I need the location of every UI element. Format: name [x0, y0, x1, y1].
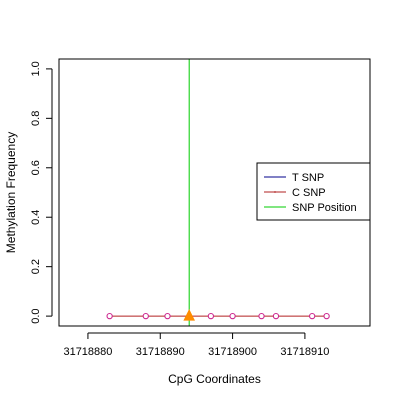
c-snp-point — [323, 312, 330, 320]
legend-swatch-dot — [274, 191, 276, 193]
c-snp-point — [258, 312, 265, 320]
c-snp-point — [106, 312, 113, 320]
legend-label: SNP Position — [292, 202, 357, 214]
x-tick-label: 31718880 — [63, 346, 112, 358]
y-tick-label: 1.0 — [30, 61, 42, 76]
c-snp-point — [272, 312, 280, 320]
y-tick-label: 0.4 — [30, 210, 42, 225]
y-tick-label: 0.0 — [30, 308, 42, 323]
c-snp-point — [142, 312, 149, 320]
c-snp-point — [308, 312, 316, 320]
x-tick-label: 31718910 — [280, 346, 329, 358]
c-snp-point — [207, 312, 215, 320]
snp-marker-triangle — [183, 308, 195, 321]
legend-label: T SNP — [292, 172, 324, 184]
chart-marks — [106, 59, 330, 326]
legend-label: C SNP — [292, 187, 326, 199]
x-tick-label: 31718890 — [136, 346, 185, 358]
c-snp-point — [229, 312, 236, 320]
y-tick-label: 0.8 — [30, 111, 42, 126]
x-axis-title: CpG Coordinates — [168, 372, 261, 386]
y-tick-label: 0.2 — [30, 259, 42, 274]
axes: 0.0 0.2 0.4 0.6 0.8 1.0 31718880 31718890 317189… — [30, 61, 329, 358]
y-axis-title: Methylation Frequency — [4, 132, 18, 253]
y-tick-label: 0.6 — [30, 160, 42, 175]
x-tick-label: 31718900 — [208, 346, 257, 358]
c-snp-point — [164, 312, 171, 320]
legend: T SNP C SNP SNP Position — [256, 162, 371, 221]
